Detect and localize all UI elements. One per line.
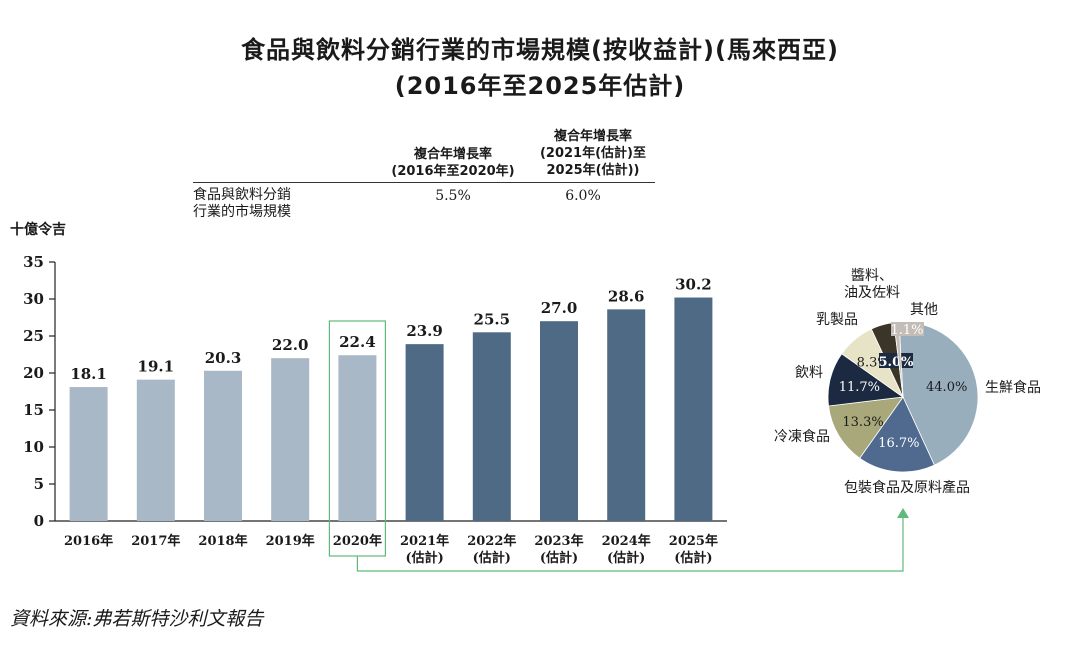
x-tick-label: 2021年 — [400, 533, 449, 549]
pie-value-bg — [879, 353, 913, 368]
cagr-header-line: (2016年至2020年) — [391, 164, 515, 179]
chart-title: 食品與飲料分銷行業的市場規模(按收益計)(馬來西亞) — [241, 36, 839, 64]
market-size-chart: 0 5 10 15 20 25 30 35 18.1 2016年 19.1 2017年 20.3 2018… — [23, 253, 1041, 572]
y-tick-label: 5 — [34, 475, 44, 493]
x-tick-label: (估計) — [405, 550, 443, 566]
pie-slice-name: 冷凍食品 — [774, 428, 830, 445]
bar-2024年 — [607, 309, 646, 521]
pie-slice-name: 包裝食品及原料產品 — [844, 479, 970, 496]
bar-2022年 — [472, 332, 511, 521]
pie-value-label: 13.3% — [842, 415, 883, 430]
cagr-header-line: 複合年增長率 — [553, 129, 632, 144]
y-tick-label: 0 — [34, 512, 44, 530]
pie-slice-name: 飲料 — [795, 365, 823, 381]
bar-2021年 — [405, 344, 444, 521]
bar-2025年 — [674, 297, 713, 521]
cagr-header-line: (2021年(估計)至 — [539, 146, 646, 161]
pie-value-label: 5.0% — [879, 355, 915, 370]
pie-slice-name: 乳製品 — [816, 312, 858, 328]
pie-value-label: 11.7% — [839, 380, 880, 395]
bar-value-label: 18.1 — [70, 365, 107, 383]
bar-value-label: 22.0 — [272, 336, 309, 354]
y-tick-label: 15 — [23, 401, 44, 419]
x-tick-label: 2025年 — [669, 533, 718, 549]
bar-2020年 — [338, 355, 377, 521]
pie-slice-name: 醬料、 — [851, 267, 893, 284]
bar-value-label: 23.9 — [406, 322, 443, 340]
bar-2019年 — [271, 358, 310, 521]
pie-slice-冷凍食品 — [828, 396, 904, 459]
bar-value-label: 28.6 — [608, 287, 645, 305]
bar-value-label: 19.1 — [138, 358, 175, 376]
cagr-header-line: 2025年(估計)) — [546, 163, 640, 178]
bar-value-label: 25.5 — [474, 310, 511, 328]
cagr-value-2016-2020: 5.5% — [435, 188, 471, 204]
pie-value-label: 1.1% — [890, 323, 923, 338]
cagr-row-label-line: 食品與飲料分銷 — [193, 187, 291, 203]
cagr-header-2016-2020: 複合年增長率 (2016年至2020年) — [378, 146, 528, 180]
bar-2017年 — [136, 379, 175, 521]
cagr-header-line: 複合年增長率 — [413, 147, 492, 162]
bar-value-label: 22.4 — [339, 333, 376, 351]
x-tick-label: 2024年 — [602, 533, 651, 549]
pie-value-label: 16.7% — [878, 436, 919, 451]
bar-2016年 — [69, 387, 108, 521]
y-tick-label: 20 — [23, 364, 44, 382]
x-tick-label: 2022年 — [467, 533, 516, 549]
connector-line — [356, 517, 904, 572]
cagr-row-label-line: 行業的市場規模 — [193, 204, 291, 220]
pie-slice-name: 生鮮食品 — [985, 379, 1041, 396]
y-tick-label: 35 — [23, 253, 44, 271]
x-tick-label: (估計) — [540, 550, 578, 566]
pie-value-label: 44.0% — [926, 380, 967, 395]
pie-slice-name: 其他 — [910, 302, 938, 318]
x-tick-label: (估計) — [473, 550, 511, 566]
y-tick-label: 30 — [23, 290, 44, 308]
cagr-header-2021-2025: 複合年增長率 (2021年(估計)至 2025年(估計)) — [518, 128, 668, 179]
pie-value-bg — [891, 322, 924, 336]
bar-value-label: 27.0 — [541, 299, 578, 317]
chart-subtitle: (2016年至2025年估計) — [394, 72, 686, 100]
connector-arrow — [897, 508, 909, 518]
x-tick-label: (估計) — [674, 550, 712, 566]
x-tick-label: 2016年 — [64, 533, 113, 549]
pie-slice-name: 油及佐料 — [844, 285, 900, 301]
pie-slice-包裝食品及原料產品 — [859, 396, 935, 473]
y-axis-unit-label: 十億令吉 — [10, 222, 66, 238]
cagr-row-label: 食品與飲料分銷 行業的市場規模 — [193, 187, 291, 221]
x-tick-label: (估計) — [607, 550, 645, 566]
source-note: 資料來源:弗若斯特沙利文報告 — [10, 608, 264, 630]
bar-2023年 — [540, 321, 578, 521]
cagr-value-2021-2025: 6.0% — [565, 188, 601, 204]
bar-2018年 — [204, 370, 242, 521]
y-tick-label: 25 — [23, 327, 44, 345]
cagr-divider — [193, 182, 655, 183]
x-tick-label: 2023年 — [534, 533, 583, 549]
bar-value-label: 30.2 — [675, 276, 712, 294]
x-tick-label: 2020年 — [333, 533, 382, 549]
x-tick-label: 2019年 — [266, 533, 315, 549]
bar-value-label: 20.3 — [205, 349, 242, 367]
x-tick-label: 2017年 — [131, 533, 180, 549]
x-tick-label: 2018年 — [198, 533, 247, 549]
y-tick-label: 10 — [23, 438, 44, 456]
